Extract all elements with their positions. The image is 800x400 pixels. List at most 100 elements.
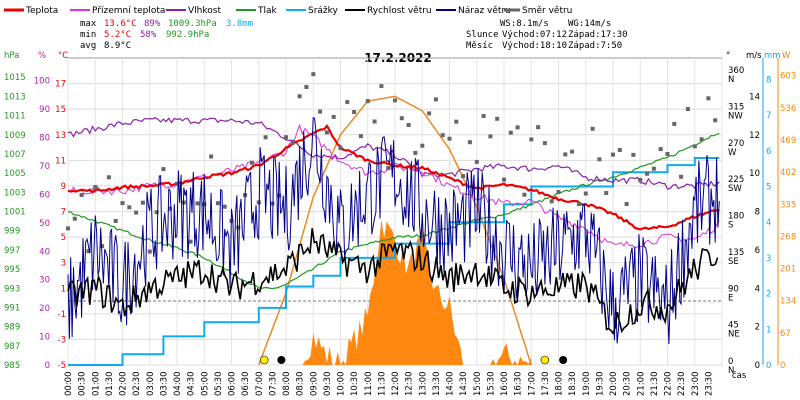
wind-direction-point [529, 137, 534, 142]
wind-direction-point [386, 166, 391, 171]
tick-label-temp: 5 [61, 233, 66, 243]
wind-direction-point [420, 143, 425, 148]
wind-direction-point [297, 94, 302, 99]
wind-direction-point [79, 193, 84, 197]
tick-label-time: 08:00 [282, 372, 292, 397]
wind-direction-point [365, 99, 370, 104]
tick-label-time: 23:00 [691, 372, 701, 397]
series-precipitation [68, 157, 720, 366]
legend-label: Směr větru [522, 6, 572, 16]
tick-label-wm2: 134 [780, 297, 796, 307]
tick-label-time: 20:00 [609, 372, 619, 397]
wind-direction-point [100, 244, 105, 249]
wind-direction-point [406, 123, 411, 127]
tick-label-dir: 360 [728, 66, 744, 76]
tick-label-time: 04:30 [187, 372, 197, 397]
legend-rychlost-vetru: Rychlost větru [345, 6, 432, 16]
tick-label-time: 12:00 [391, 372, 401, 397]
wind-direction-point [209, 154, 214, 159]
tick-label-wm2: 201 [780, 265, 796, 275]
tick-label-time: 09:30 [323, 372, 333, 397]
tick-label-temp: 15 [55, 105, 66, 115]
wind-direction-point [658, 147, 663, 152]
tick-label-time: 20:30 [623, 372, 633, 397]
tick-label-mm: 1 [766, 325, 771, 335]
tick-label-time: 03:00 [146, 372, 156, 397]
tick-label-time: 18:30 [568, 372, 578, 397]
tick-label-time: 06:00 [228, 372, 238, 397]
wind-direction-point [72, 216, 77, 221]
tick-label-time: 01:30 [105, 372, 115, 397]
tick-label-time: 11:00 [364, 372, 374, 397]
moonrise-icon [559, 356, 568, 364]
legend-teplota: Teplota [4, 6, 58, 16]
tick-label-time: 06:30 [241, 372, 251, 397]
wind-direction-point [488, 134, 493, 139]
tick-label-time: 18:00 [555, 372, 565, 397]
tick-label-time: 21:00 [636, 372, 646, 397]
tick-label-wm2: 335 [780, 200, 796, 210]
tick-label-wm2: 603 [780, 72, 796, 82]
tick-label-dir-name: W [728, 148, 737, 158]
plot-area [66, 72, 720, 366]
tick-label-temp: -1 [58, 310, 66, 320]
tick-label-dir: 315 [728, 103, 744, 113]
wind-direction-point [631, 152, 636, 157]
tick-label-ms: 0 [755, 361, 760, 371]
tick-label-time: 11:30 [377, 372, 387, 397]
tick-label-mm: 4 [766, 218, 771, 228]
stat-avg-label: avg [80, 41, 96, 51]
tick-label-time: 19:00 [582, 372, 592, 397]
wind-direction-point [249, 160, 254, 165]
tick-label-ms: 4 [755, 284, 760, 294]
wind-direction-point [413, 150, 418, 155]
wind-direction-point [495, 116, 500, 121]
tick-label-time: 15:30 [486, 372, 496, 397]
tick-label-time: 10:00 [337, 372, 347, 397]
wind-direction-point [502, 177, 506, 182]
tick-label-mm: 5 [766, 183, 771, 193]
wind-direction-point [277, 193, 282, 198]
tick-label-dir: 225 [728, 175, 744, 185]
tick-label-time: 10:30 [350, 372, 360, 397]
axis-unit-ms: m/s [746, 51, 762, 61]
wind-direction-point [66, 226, 70, 231]
sunset-icon [540, 355, 550, 365]
axis-unit-hum: % [38, 51, 46, 61]
series-wind-speed [67, 228, 719, 335]
tick-label-mm: 0 [766, 361, 771, 371]
wind-direction-point [140, 200, 145, 205]
legend-label: Přízemní teplota [92, 6, 165, 16]
tick-label-dir-name: S [728, 221, 733, 231]
wind-direction-point [318, 109, 323, 114]
sun-label: Slunce [466, 30, 499, 40]
wind-direction-point [168, 206, 173, 211]
wind-direction-point [542, 141, 547, 146]
wind-direction-point [556, 190, 561, 194]
tick-label-hum: 100 [34, 77, 50, 87]
tick-label-time: 19:30 [595, 372, 605, 397]
tick-label-time: 17:00 [527, 372, 537, 397]
wind-direction-point [611, 152, 615, 157]
tick-label-wm2: 402 [780, 168, 796, 178]
wind-direction-point [161, 167, 166, 172]
tick-label-time: 02:00 [119, 372, 129, 397]
legend-label: Vlhkost [188, 6, 221, 16]
stat-min-temp: 5.2°C [104, 30, 131, 40]
tick-label-time: 03:30 [159, 372, 169, 397]
wind-direction-point [263, 135, 268, 140]
tick-label-time: 23:30 [704, 372, 714, 397]
tick-label-dir: 45 [728, 321, 739, 331]
legend-label: Tlak [257, 6, 278, 16]
wind-direction-point [672, 121, 677, 126]
tick-label-time: 13:30 [432, 372, 442, 397]
wind-direction-point [624, 202, 629, 206]
wind-direction-point [195, 201, 200, 206]
stats-block: max 13.6°C 89% 1009.3hPa 3.8mm min 5.2°C… [80, 19, 628, 51]
legend-smer-vetru: Směr větru [504, 6, 572, 16]
tick-label-hpa: 1003 [4, 188, 26, 198]
tick-label-time: 07:00 [255, 372, 265, 397]
axis-unit-mm: mm [764, 51, 781, 61]
tick-label-time: 14:00 [446, 372, 456, 397]
tick-label-time: 00:00 [64, 372, 74, 397]
